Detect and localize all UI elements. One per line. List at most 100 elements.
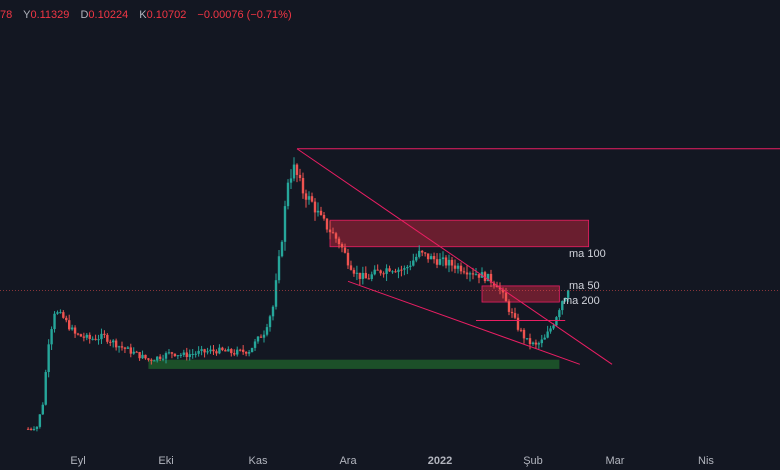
candle-body — [388, 268, 391, 272]
candle-body — [53, 313, 56, 330]
candle — [179, 352, 183, 358]
candle — [170, 351, 174, 359]
candle-body — [525, 338, 529, 340]
candle-body — [197, 350, 200, 354]
candle-body — [191, 353, 194, 355]
candle-body — [406, 266, 409, 269]
candle — [531, 341, 535, 346]
candle — [62, 310, 65, 319]
candle — [423, 252, 427, 257]
candle — [265, 323, 269, 337]
candle-body — [474, 274, 478, 276]
candle — [158, 354, 162, 362]
candle — [400, 265, 403, 277]
candle-body — [349, 265, 353, 270]
candle — [420, 250, 424, 257]
candle-body — [561, 301, 564, 311]
candle — [391, 270, 394, 274]
candle — [268, 314, 272, 332]
candle — [313, 198, 317, 221]
x-axis-tick-label: Mar — [606, 455, 625, 467]
candle-body — [126, 347, 130, 349]
candle-body — [373, 269, 376, 275]
candle — [558, 308, 561, 321]
candle-body — [170, 352, 174, 354]
candle-body — [397, 269, 400, 273]
candle — [188, 349, 191, 361]
candle-body — [549, 328, 552, 332]
candle — [397, 267, 400, 279]
candle-body — [185, 352, 188, 358]
candle-body — [167, 352, 171, 354]
candle — [376, 264, 379, 271]
candle-body — [418, 250, 421, 257]
candle-body — [382, 273, 385, 275]
candle — [53, 311, 56, 333]
candle — [337, 236, 341, 249]
candle — [262, 330, 266, 343]
candle-body — [564, 297, 567, 302]
candle-body — [415, 256, 418, 261]
candle-body — [412, 260, 415, 266]
candle — [352, 267, 356, 277]
candle — [310, 192, 314, 203]
candle-body — [420, 250, 424, 253]
candle — [409, 260, 412, 271]
candle-body — [531, 342, 535, 345]
candle-body — [35, 426, 39, 429]
candle — [253, 338, 257, 351]
x-axis-tick-label: Eyl — [70, 455, 85, 467]
candle-body — [91, 338, 94, 340]
low-label: D — [80, 9, 89, 21]
candle-body — [188, 354, 191, 358]
candle-body — [489, 273, 493, 283]
candle-body — [227, 349, 230, 352]
candle-body — [215, 351, 218, 354]
candle-body — [528, 338, 532, 345]
candle-body — [233, 353, 236, 355]
candle-body — [109, 341, 112, 343]
candle-body — [164, 353, 168, 359]
candle-body — [59, 312, 62, 314]
candle-body — [316, 210, 320, 213]
candle — [112, 339, 115, 348]
candle-body — [546, 331, 549, 338]
candle-body — [244, 351, 248, 354]
candle — [230, 348, 233, 357]
candle — [325, 218, 329, 233]
candle-body — [271, 306, 275, 317]
candle-body — [444, 257, 448, 266]
candle-body — [558, 310, 561, 318]
candle-body — [423, 252, 427, 254]
candle-body — [543, 337, 546, 340]
candle — [185, 347, 188, 361]
candle — [227, 346, 230, 352]
candle — [120, 341, 124, 351]
candle-body — [429, 256, 433, 260]
candle — [340, 242, 344, 253]
candle-body — [94, 338, 97, 340]
candle-body — [441, 257, 445, 260]
candle — [471, 267, 475, 280]
candle — [519, 327, 523, 333]
candle-body — [301, 177, 305, 194]
candle — [537, 341, 541, 349]
candle — [218, 344, 221, 355]
candle-body — [379, 270, 382, 274]
close-label: K — [139, 9, 147, 21]
candle — [301, 172, 305, 199]
candle — [56, 310, 59, 315]
candle-body — [161, 358, 165, 360]
candle — [85, 333, 88, 341]
candle-body — [221, 347, 224, 351]
candle-body — [409, 265, 412, 267]
candle — [277, 250, 281, 284]
candle-body — [289, 178, 293, 183]
candle — [549, 325, 552, 334]
candle-body — [394, 271, 397, 273]
candle-body — [364, 272, 368, 279]
candle — [197, 346, 200, 357]
candle — [256, 336, 260, 344]
candle — [513, 307, 517, 320]
